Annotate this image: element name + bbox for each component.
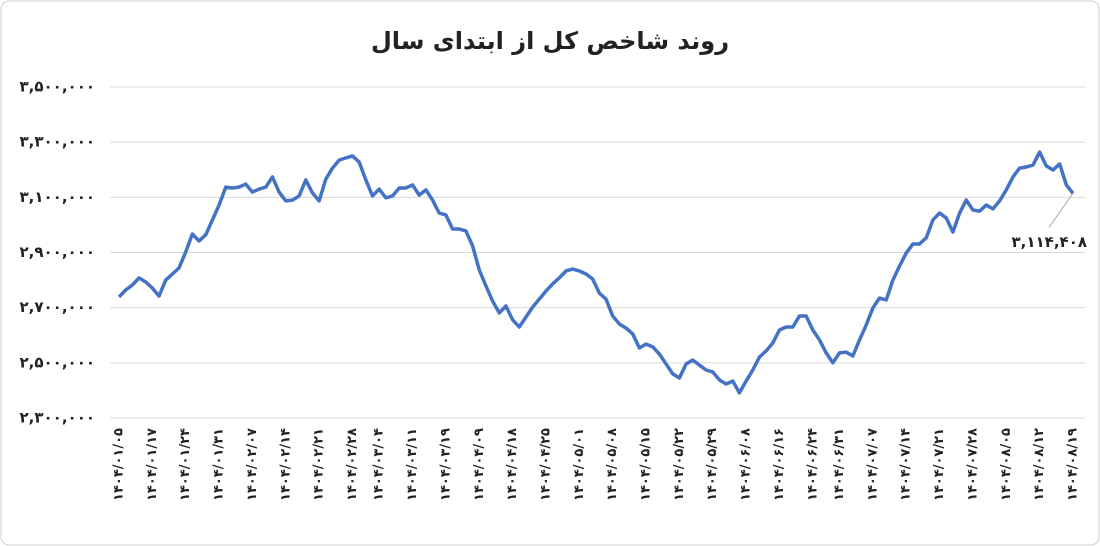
x-tick-label: ۱۴۰۴/۰۱/۰۵ <box>112 428 127 501</box>
x-tick-label: ۱۴۰۴/۰۲/۰۷ <box>245 428 260 501</box>
chart-title: روند شاخص کل از ابتدای سال <box>371 27 729 55</box>
x-tick-label: ۱۴۰۴/۰۶/۱۶ <box>772 428 787 501</box>
line-series <box>117 150 1075 395</box>
data-label: ۳,۱۱۴,۴۰۸ <box>1012 233 1087 251</box>
x-tick-label: ۱۴۰۴/۰۸/۰۵ <box>999 428 1014 501</box>
x-tick-label: ۱۴۰۴/۰۵/۱۵ <box>639 428 654 501</box>
y-tick-label: ۳,۵۰۰,۰۰۰ <box>20 78 95 96</box>
y-tick-label: ۲,۷۰۰,۰۰۰ <box>20 298 95 316</box>
x-tick-label: ۱۴۰۴/۰۷/۲۸ <box>965 428 980 501</box>
x-tick-label: ۱۴۰۴/۰۳/۱۹ <box>438 428 453 501</box>
y-tick-label: ۲,۳۰۰,۰۰۰ <box>20 409 95 427</box>
x-tick-label: ۱۴۰۴/۰۴/۲۵ <box>538 428 553 501</box>
x-tick-label: ۱۴۰۴/۰۵/۰۱ <box>572 428 587 501</box>
x-tick-label: ۱۴۰۴/۰۴/۱۸ <box>505 428 520 501</box>
x-tick-label: ۱۴۰۴/۰۷/۰۷ <box>865 428 880 501</box>
leader-line <box>1048 193 1074 228</box>
x-tick-label: ۱۴۰۴/۰۵/۰۸ <box>605 428 620 501</box>
x-tick-label: ۱۴۰۴/۰۱/۲۴ <box>178 428 193 501</box>
x-tick-label: ۱۴۰۴/۰۶/۰۸ <box>739 428 754 501</box>
x-tick-label: ۱۴۰۴/۰۵/۲۹ <box>705 428 720 501</box>
x-tick-label: ۱۴۰۴/۰۸/۱۲ <box>1032 428 1047 501</box>
y-tick-label: ۳,۳۰۰,۰۰۰ <box>20 133 95 151</box>
x-tick-label: ۱۴۰۴/۰۲/۲۱ <box>312 428 327 501</box>
y-tick-label: ۲,۹۰۰,۰۰۰ <box>20 243 95 261</box>
y-tick-label: ۳,۱۰۰,۰۰۰ <box>20 188 95 206</box>
x-tick-label: ۱۴۰۴/۰۶/۳۱ <box>832 428 847 501</box>
x-tick-label: ۱۴۰۴/۰۳/۱۱ <box>405 428 420 501</box>
x-tick-label: ۱۴۰۴/۰۳/۰۴ <box>372 428 387 501</box>
x-tick-label: ۱۴۰۴/۰۵/۲۲ <box>672 428 687 501</box>
x-tick-label: ۱۴۰۴/۰۷/۲۱ <box>932 428 947 501</box>
x-tick-label: ۱۴۰۴/۰۶/۲۴ <box>805 428 820 501</box>
x-tick-label: ۱۴۰۴/۰۱/۱۷ <box>145 428 160 501</box>
x-tick-label: ۱۴۰۴/۰۴/۰۹ <box>472 428 487 501</box>
x-tick-label: ۱۴۰۴/۰۱/۳۱ <box>212 428 227 501</box>
x-tick-label: ۱۴۰۴/۰۲/۲۸ <box>345 428 360 501</box>
y-tick-label: ۲,۵۰۰,۰۰۰ <box>20 353 95 371</box>
x-tick-label: ۱۴۰۴/۰۸/۱۹ <box>1066 428 1081 501</box>
x-tick-label: ۱۴۰۴/۰۷/۱۴ <box>899 428 914 501</box>
x-tick-label: ۱۴۰۴/۰۲/۱۴ <box>278 428 293 501</box>
